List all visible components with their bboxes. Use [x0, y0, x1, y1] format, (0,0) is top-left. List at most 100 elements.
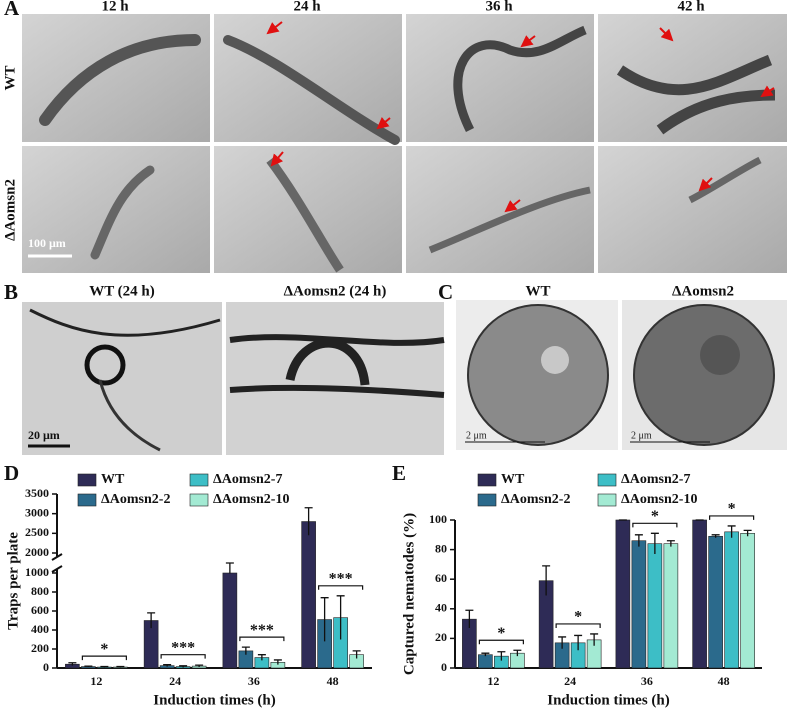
legend-label: WT [101, 472, 125, 487]
bar [647, 543, 663, 669]
y-tick-label: 600 [31, 603, 49, 617]
legend-label: ΔAomsn2-2 [101, 492, 170, 507]
significance-label: *** [329, 570, 353, 587]
image-title: ΔAomsn2 (24 h) [284, 283, 387, 299]
error-bar [225, 562, 234, 574]
error-bar [68, 662, 77, 666]
x-tick-label: 12 [90, 674, 102, 688]
legend-swatch [189, 473, 209, 487]
scale-bar-label: 100 μm [28, 236, 66, 250]
error-bar [336, 595, 345, 640]
y-tick-label: 100 [429, 512, 447, 526]
error-bar [634, 534, 643, 547]
panel-label: A [4, 0, 20, 20]
image-title: ΔAomsn2 [672, 283, 734, 299]
micrograph-grid [22, 14, 787, 273]
legend-label: ΔAomsn2-7 [213, 472, 282, 487]
legend-swatch [477, 493, 497, 507]
y-tick-label: 40 [435, 601, 447, 615]
y-tick-label: 0 [43, 660, 49, 674]
error-bar [163, 664, 172, 667]
significance-bracket [709, 515, 755, 520]
error-bar [352, 650, 361, 659]
error-bar [465, 609, 474, 629]
significance-bracket [478, 639, 524, 645]
error-bar [304, 507, 313, 536]
significance-bracket [239, 636, 285, 642]
significance-bracket [632, 522, 678, 528]
significance-label: *** [171, 639, 195, 656]
bar [631, 540, 647, 669]
scale-bar-label: 2 μm [466, 430, 487, 441]
column-label: 12 h [101, 0, 129, 14]
tem-images [456, 300, 787, 450]
row-label: ΔAomsn2 [2, 179, 18, 241]
image-title: WT [525, 283, 550, 299]
y-tick-label: 3000 [25, 505, 49, 519]
bar [615, 519, 631, 669]
legend-label: ΔAomsn2-10 [213, 492, 289, 507]
bar [692, 519, 707, 669]
axis-break [51, 553, 63, 573]
significance-bracket [160, 654, 206, 659]
legend-swatch [597, 473, 617, 487]
bar [663, 543, 679, 669]
bar [301, 521, 316, 669]
column-label: 42 h [677, 0, 705, 14]
y-tick-label: 2500 [25, 525, 49, 539]
legend-swatch [477, 473, 497, 487]
error-bar [727, 525, 736, 538]
error-bar [273, 659, 282, 665]
error-bar [147, 612, 156, 629]
error-bar [590, 633, 599, 646]
legend-label: WT [501, 472, 525, 487]
y-tick-label: 60 [435, 571, 447, 585]
significance-label: * [651, 508, 659, 525]
error-bar [116, 665, 125, 668]
error-bar [320, 597, 329, 642]
x-axis-label: Induction times (h) [547, 692, 670, 708]
error-bar [195, 664, 204, 668]
significance-label: * [100, 641, 108, 658]
scale-bar-label: 2 μm [631, 430, 652, 441]
bar [708, 535, 723, 669]
panel-label: C [438, 280, 453, 304]
x-tick-label: 36 [641, 674, 653, 688]
error-bar [666, 540, 675, 547]
error-bar [711, 534, 720, 538]
image-title: WT (24 h) [89, 283, 155, 299]
legend-label: ΔAomsn2-2 [501, 492, 570, 507]
y-tick-label: 0 [441, 660, 447, 674]
error-bar [481, 652, 490, 657]
y-tick-label: 20 [435, 630, 447, 644]
error-bar [84, 665, 93, 668]
column-label: 36 h [485, 0, 513, 14]
significance-label: *** [250, 622, 274, 639]
error-bar [100, 665, 109, 668]
significance-bracket [555, 623, 601, 628]
x-tick-label: 48 [718, 674, 730, 688]
panel-label: D [4, 461, 19, 485]
error-bar [574, 634, 583, 651]
significance-label: * [728, 501, 736, 518]
y-tick-label: 800 [31, 584, 49, 598]
x-tick-label: 36 [248, 674, 260, 688]
legend-label: ΔAomsn2-7 [621, 472, 690, 487]
micrograph-pair [22, 302, 445, 455]
y-tick-label: 1000 [25, 565, 49, 579]
error-bar [179, 665, 188, 668]
panel-label: E [392, 461, 406, 485]
scale-bar-label: 20 μm [28, 428, 60, 442]
legend-swatch [189, 493, 209, 507]
significance-bracket [81, 655, 127, 661]
error-bar [650, 532, 659, 555]
legend-swatch [77, 473, 97, 487]
y-axis-label: Traps per plate [5, 532, 21, 630]
panel-label: B [4, 280, 18, 304]
x-tick-label: 48 [327, 674, 339, 688]
bar [478, 654, 493, 669]
error-bar [241, 646, 250, 655]
y-tick-label: 80 [435, 541, 447, 555]
column-label: 24 h [293, 0, 321, 14]
error-bar [558, 636, 567, 649]
